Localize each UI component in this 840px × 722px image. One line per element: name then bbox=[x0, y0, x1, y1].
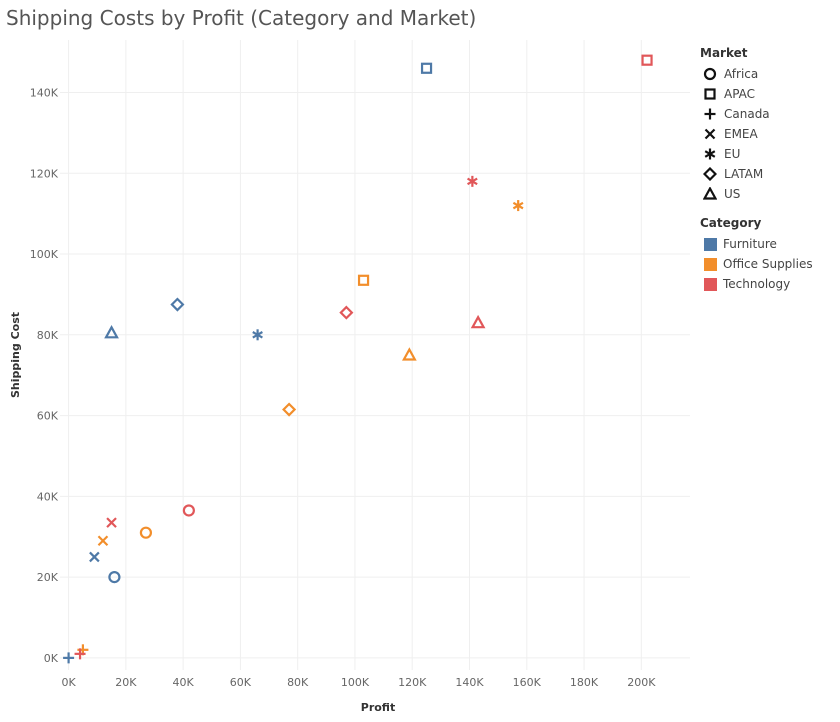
point-technology-eu bbox=[467, 175, 478, 187]
market-legend-label: EMEA bbox=[724, 127, 758, 141]
market-legend-title: Market bbox=[700, 46, 748, 60]
y-tick-label: 40K bbox=[37, 490, 59, 503]
point-technology-us bbox=[470, 314, 486, 329]
x-tick-label: 80K bbox=[287, 676, 309, 689]
point-office-supplies-us bbox=[402, 347, 417, 361]
y-tick-label: 20K bbox=[37, 571, 59, 584]
color-swatch bbox=[704, 237, 717, 251]
diamond-icon bbox=[703, 167, 717, 181]
y-tick-label: 100K bbox=[30, 248, 59, 261]
category-legend-item-office-supplies[interactable]: Office Supplies bbox=[700, 254, 838, 274]
point-technology-latam bbox=[339, 305, 354, 320]
legend-triangle-mark bbox=[703, 187, 717, 200]
x-tick-label: 180K bbox=[570, 676, 599, 689]
category-legend: Category Furniture Office Supplies Technol… bbox=[700, 216, 838, 294]
point-office-supplies-eu bbox=[512, 200, 524, 212]
point-office-supplies-apac bbox=[357, 274, 370, 286]
y-tick-label: 80K bbox=[37, 329, 59, 342]
legend-x-mark bbox=[704, 128, 716, 140]
color-swatch bbox=[704, 277, 717, 291]
market-legend-item-apac[interactable]: APAC bbox=[700, 84, 838, 104]
legend-asterisk-mark bbox=[704, 148, 716, 160]
x-tick-label: 120K bbox=[398, 676, 427, 689]
category-legend-label: Technology bbox=[723, 277, 791, 291]
market-legend-item-us[interactable]: US bbox=[700, 184, 838, 204]
market-legend-label: US bbox=[724, 187, 741, 201]
market-legend-item-latam[interactable]: LATAM bbox=[700, 164, 838, 184]
point-technology-emea bbox=[106, 517, 117, 528]
circle-icon bbox=[703, 67, 717, 81]
x-tick-label: 200K bbox=[627, 676, 656, 689]
color-swatch bbox=[704, 257, 717, 271]
point-furniture-us bbox=[104, 325, 119, 339]
point-furniture-apac bbox=[420, 62, 433, 74]
x-tick-label: 60K bbox=[230, 676, 252, 689]
legend-circle-mark bbox=[703, 67, 717, 81]
square-icon bbox=[704, 88, 716, 100]
y-axis-ticks: 0K 20K 40K 60K 80K 100K 120K 140K bbox=[30, 87, 59, 665]
category-legend-label: Furniture bbox=[723, 237, 777, 251]
market-legend-item-africa[interactable]: Africa bbox=[700, 64, 838, 84]
market-legend-label: Canada bbox=[724, 107, 770, 121]
x-tick-label: 160K bbox=[513, 676, 542, 689]
x-axis-title: Profit bbox=[361, 701, 395, 714]
y-tick-label: 60K bbox=[37, 410, 59, 423]
plus-icon bbox=[704, 108, 716, 120]
x-tick-label: 20K bbox=[115, 676, 137, 689]
y-tick-label: 120K bbox=[30, 167, 59, 180]
category-legend-item-technology[interactable]: Technology bbox=[700, 274, 838, 294]
category-legend-title: Category bbox=[700, 216, 762, 230]
market-legend-item-eu[interactable]: EU bbox=[700, 144, 838, 164]
market-legend-item-canada[interactable]: Canada bbox=[700, 104, 838, 124]
point-technology-apac bbox=[641, 54, 653, 66]
category-legend-label: Office Supplies bbox=[723, 257, 813, 271]
y-tick-label: 0K bbox=[44, 652, 59, 665]
point-office-supplies-emea bbox=[97, 535, 109, 547]
point-office-supplies-africa bbox=[139, 526, 153, 539]
x-tick-label: 40K bbox=[173, 676, 195, 689]
x-tick-label: 100K bbox=[341, 676, 370, 689]
y-axis-title: Shipping Cost bbox=[9, 312, 22, 398]
gridlines bbox=[60, 40, 690, 670]
scatter-plot: 0K 20K 40K 60K 80K 100K 120K 140K 160K 180K 200K 0… bbox=[9, 40, 690, 714]
point-office-supplies-latam bbox=[282, 402, 297, 417]
legend-plus-mark bbox=[704, 108, 716, 120]
point-furniture-canada bbox=[63, 652, 75, 664]
point-furniture-emea bbox=[89, 551, 100, 563]
data-points bbox=[63, 54, 653, 664]
x-tick-label: 0K bbox=[61, 676, 76, 689]
asterisk-icon bbox=[704, 148, 716, 160]
x-axis-ticks: 0K 20K 40K 60K 80K 100K 120K 140K 160K 180K 200K bbox=[61, 676, 656, 689]
point-furniture-eu bbox=[252, 329, 263, 341]
market-legend-label: EU bbox=[724, 147, 741, 161]
market-legend-label: LATAM bbox=[724, 167, 764, 181]
legend: Market Africa APAC Canada EMEA EU LATAM US Cat… bbox=[700, 46, 838, 306]
market-legend-item-emea[interactable]: EMEA bbox=[700, 124, 838, 144]
market-legend-label: APAC bbox=[724, 87, 756, 101]
legend-square-mark bbox=[704, 88, 716, 100]
x-tick-label: 140K bbox=[455, 676, 484, 689]
chart-title: Shipping Costs by Profit (Category and M… bbox=[6, 6, 477, 30]
legend-diamond-mark bbox=[703, 167, 717, 181]
category-legend-item-furniture[interactable]: Furniture bbox=[700, 234, 838, 254]
point-technology-canada bbox=[74, 648, 86, 660]
point-technology-africa bbox=[182, 504, 195, 517]
y-tick-label: 140K bbox=[30, 87, 59, 100]
market-legend-label: Africa bbox=[724, 67, 759, 81]
triangle-icon bbox=[703, 187, 717, 200]
point-furniture-africa bbox=[108, 571, 121, 584]
point-furniture-latam bbox=[170, 297, 185, 312]
x-icon bbox=[704, 128, 716, 140]
market-legend: Market Africa APAC Canada EMEA EU LATAM US bbox=[700, 46, 838, 204]
